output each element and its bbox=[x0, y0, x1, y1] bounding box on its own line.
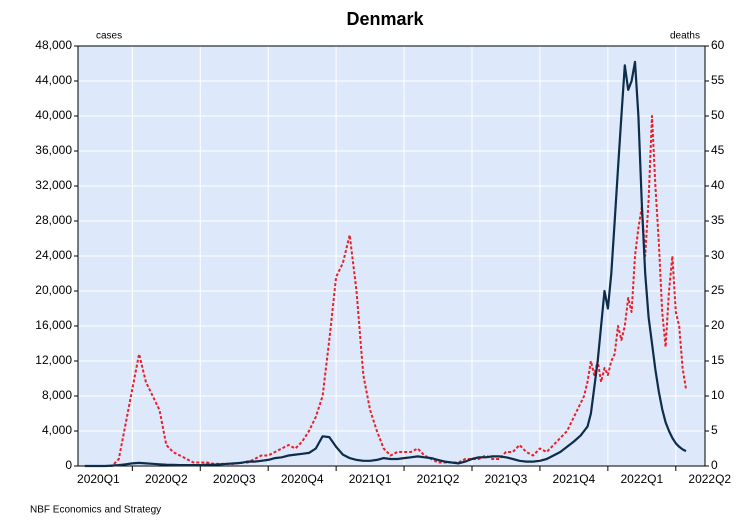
x-tick-label: 2022Q2 bbox=[688, 472, 731, 486]
x-tick-label: 2021Q2 bbox=[417, 472, 460, 486]
y-tick-label: 24,000 bbox=[35, 248, 72, 262]
footer: NBF Economics and Strategy bbox=[30, 505, 161, 516]
x-tick-label: 2021Q3 bbox=[485, 472, 528, 486]
series-line bbox=[84, 115, 687, 467]
x-tick-label: 2021Q1 bbox=[349, 472, 392, 486]
y-tick-label: 16,000 bbox=[35, 318, 72, 332]
y2-tick-label: 0 bbox=[711, 458, 718, 472]
y2-tick-label: 10 bbox=[711, 388, 725, 402]
y2-tick-label: 45 bbox=[711, 143, 725, 157]
x-tick-label: 2022Q1 bbox=[620, 472, 663, 486]
y2-tick-label: 40 bbox=[711, 178, 725, 192]
y-tick-label: 0 bbox=[65, 458, 72, 472]
y2-tick-label: 50 bbox=[711, 108, 725, 122]
y-tick-label: 12,000 bbox=[35, 353, 72, 367]
x-tick-label: 2021Q4 bbox=[553, 472, 596, 486]
y-tick-label: 48,000 bbox=[35, 38, 72, 52]
x-tick-label: 2020Q4 bbox=[281, 472, 324, 486]
plot-frame bbox=[77, 45, 706, 467]
y2-tick-label: 15 bbox=[711, 353, 725, 367]
y-tick-label: 44,000 bbox=[35, 73, 72, 87]
y2-tick-label: 55 bbox=[711, 73, 725, 87]
y-tick-label: 36,000 bbox=[35, 143, 72, 157]
y-tick-label: 40,000 bbox=[35, 108, 72, 122]
y-tick-label: 28,000 bbox=[35, 213, 72, 227]
y2-tick-label: 30 bbox=[711, 248, 725, 262]
y2-tick-label: 5 bbox=[711, 423, 718, 437]
y-tick-label: 20,000 bbox=[35, 283, 72, 297]
y2-tick-label: 35 bbox=[711, 213, 725, 227]
x-tick-label: 2020Q3 bbox=[213, 472, 256, 486]
y2-tick-label: 20 bbox=[711, 318, 725, 332]
series-line bbox=[84, 60, 687, 468]
y-tick-label: 32,000 bbox=[35, 178, 72, 192]
x-tick-label: 2020Q1 bbox=[77, 472, 120, 486]
y2-tick-label: 60 bbox=[711, 38, 725, 52]
y-axis-label: cases bbox=[96, 31, 122, 42]
y-tick-label: 8,000 bbox=[42, 388, 72, 402]
y-tick-label: 4,000 bbox=[42, 423, 72, 437]
y2-axis-label: deaths bbox=[670, 31, 700, 42]
y2-tick-label: 25 bbox=[711, 283, 725, 297]
x-tick-label: 2020Q2 bbox=[145, 472, 188, 486]
chart-title: Denmark bbox=[346, 9, 424, 29]
